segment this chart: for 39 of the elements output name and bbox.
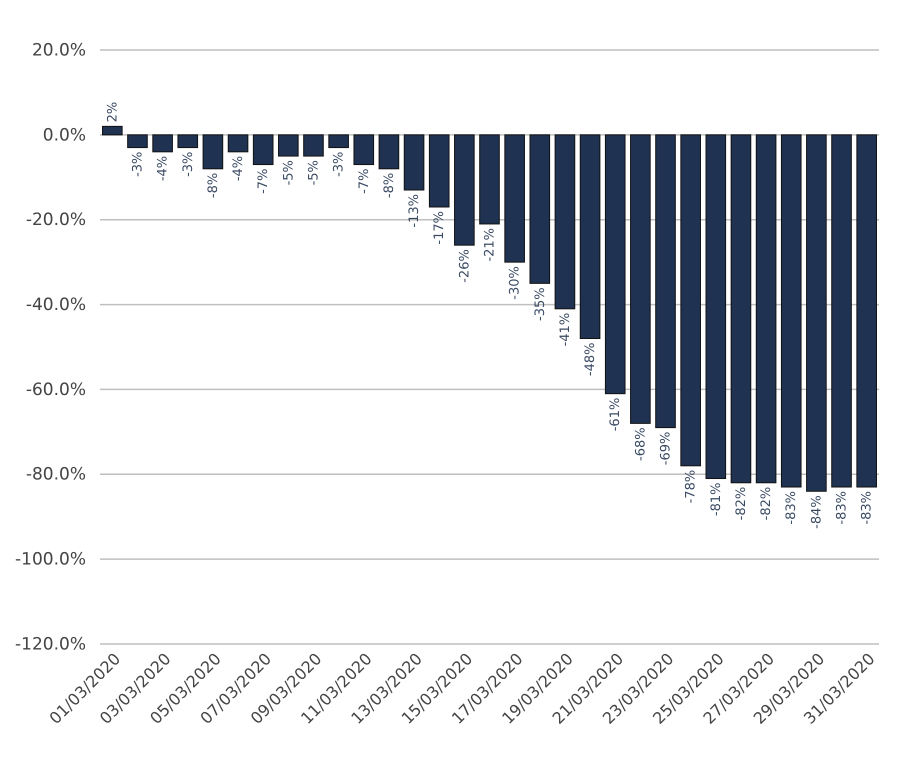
data-label: -5% [281,160,296,186]
data-label: -26% [457,249,472,283]
data-label: -82% [759,486,774,520]
y-tick-label: -80.0% [26,464,86,485]
data-label: -3% [180,152,196,177]
data-label: -48% [583,342,598,376]
data-label: -61% [608,398,624,432]
data-label: -84% [809,495,824,529]
data-label: -82% [734,486,749,520]
data-label: -13% [407,194,422,228]
data-label: -81% [708,482,724,516]
y-tick-label: -60.0% [26,380,86,400]
data-label: -8% [382,172,397,198]
data-label: -8% [206,172,221,198]
data-label: -83% [860,491,875,525]
data-label: -78% [684,470,699,504]
data-label: -17% [432,210,448,245]
data-label: 2% [105,102,120,122]
data-label: -41% [558,312,573,346]
data-label: -35% [532,287,548,321]
data-label: -69% [658,432,674,466]
data-label: -83% [834,491,850,525]
data-label: -7% [356,168,372,194]
y-tick-label: 0.0% [42,125,86,146]
y-tick-label: -120.0% [15,634,86,654]
data-label: -30% [508,266,523,300]
data-label: -68% [633,427,648,461]
data-label: -3% [332,152,347,177]
y-tick-label: 20.0% [32,40,86,60]
data-label: -3% [130,152,146,177]
data-label: -5% [306,160,322,186]
data-label: -83% [784,491,800,525]
data-label: -4% [156,156,171,182]
data-label: -7% [256,168,272,194]
data-label: -21% [482,228,498,262]
y-tick-label: -40.0% [26,295,86,316]
y-tick-label: -100.0% [15,550,86,570]
data-label: -4% [231,156,246,182]
y-tick-label: -20.0% [26,210,86,230]
